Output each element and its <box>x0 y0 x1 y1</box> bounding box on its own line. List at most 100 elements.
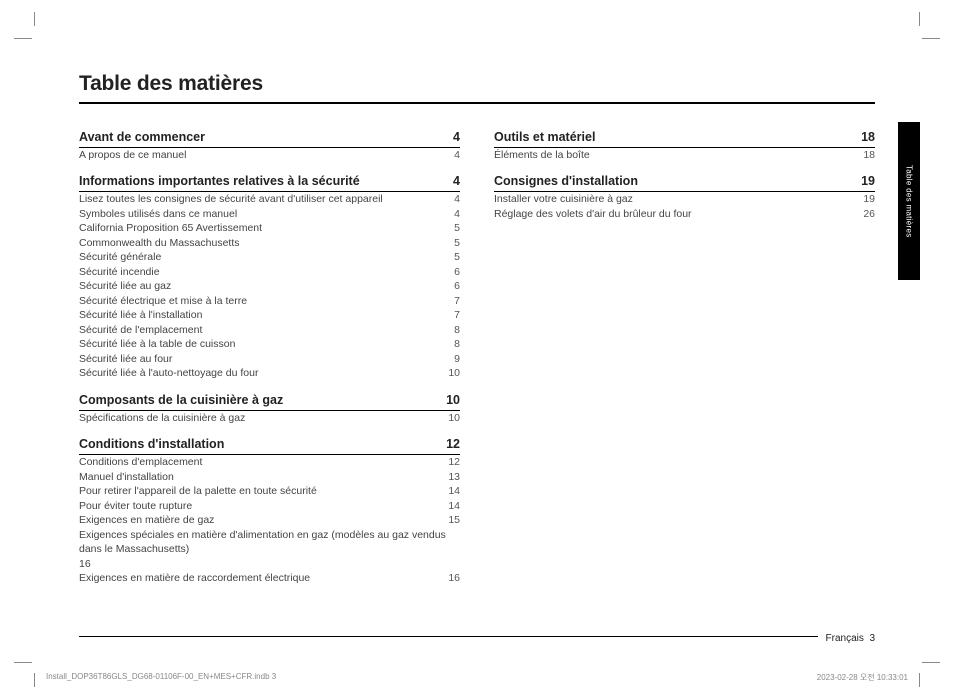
toc-entry-label: Sécurité de l'emplacement <box>79 323 454 337</box>
toc-section-title: Composants de la cuisinière à gaz <box>79 393 283 407</box>
print-job-line: Install_DOP36T86GLS_DG68-01106F-00_EN+ME… <box>46 672 908 683</box>
toc-section-heading: Outils et matériel 18 <box>494 126 875 147</box>
toc-entry-page: 5 <box>454 236 460 250</box>
toc-entry: Sécurité électrique et mise à la terre7 <box>79 294 460 308</box>
toc-entry-page: 9 <box>454 352 460 366</box>
toc-entry-label: A propos de ce manuel <box>79 148 454 162</box>
toc-section-page: 19 <box>861 174 875 188</box>
toc-entry: Spécifications de la cuisinière à gaz10 <box>79 411 460 425</box>
toc-section-heading: Composants de la cuisinière à gaz 10 <box>79 389 460 410</box>
toc-section-title: Conditions d'installation <box>79 437 224 451</box>
toc-entry-label: Sécurité liée à l'installation <box>79 308 454 322</box>
toc-entry: Sécurité liée à l'auto-nettoyage du four… <box>79 366 460 380</box>
toc-entry-label: Spécifications de la cuisinière à gaz <box>79 411 448 425</box>
toc-entry-page: 19 <box>863 192 875 206</box>
print-file: Install_DOP36T86GLS_DG68-01106F-00_EN+ME… <box>46 672 276 683</box>
toc-entry: Sécurité liée au four9 <box>79 352 460 366</box>
toc-entry: Éléments de la boîte18 <box>494 148 875 162</box>
toc-section-page: 10 <box>446 393 460 407</box>
toc-entry: Sécurité liée à l'installation7 <box>79 308 460 322</box>
toc-entry-label: Pour éviter toute rupture <box>79 499 448 513</box>
toc-column-left: Avant de commencer4A propos de ce manuel… <box>79 126 460 594</box>
side-tab: Table des matières <box>898 122 920 280</box>
toc-entry-label: Exigences en matière de gaz <box>79 513 448 527</box>
toc-entry-page: 6 <box>454 279 460 293</box>
toc-entry-label: Sécurité incendie <box>79 265 454 279</box>
spacer <box>79 425 460 433</box>
toc-columns: Avant de commencer4A propos de ce manuel… <box>79 126 875 594</box>
toc-entry: Sécurité liée à la table de cuisson8 <box>79 337 460 351</box>
toc-entry-label: Manuel d'installation <box>79 470 448 484</box>
toc-entry-label: Sécurité liée à la table de cuisson <box>79 337 454 351</box>
toc-entry-page: 6 <box>454 265 460 279</box>
toc-entry: Exigences en matière de gaz15 <box>79 513 460 527</box>
toc-entry-label: Pour retirer l'appareil de la palette en… <box>79 484 448 498</box>
toc-entry: Réglage des volets d'air du brûleur du f… <box>494 207 875 221</box>
toc-entry-page: 18 <box>863 148 875 162</box>
toc-entry-page: 7 <box>454 294 460 308</box>
toc-entry-page: 16 <box>448 571 460 585</box>
crop-mark <box>34 12 35 26</box>
footer-page: 3 <box>869 633 875 644</box>
toc-section-page: 4 <box>453 174 460 188</box>
toc-entry-label: Sécurité liée au gaz <box>79 279 454 293</box>
toc-section-page: 4 <box>453 130 460 144</box>
page-title: Table des matières <box>79 72 875 96</box>
toc-entry-page: 5 <box>454 250 460 264</box>
toc-entry: Installer votre cuisinière à gaz19 <box>494 192 875 206</box>
print-timestamp: 2023-02-28 오전 10:33:01 <box>817 672 908 683</box>
toc-entry: Sécurité de l'emplacement8 <box>79 323 460 337</box>
toc-entry: A propos de ce manuel4 <box>79 148 460 162</box>
toc-section-page: 18 <box>861 130 875 144</box>
toc-entry-page: 4 <box>454 207 460 221</box>
toc-entry-label: Conditions d'emplacement <box>79 455 448 469</box>
toc-column-right: Outils et matériel18Éléments de la boîte… <box>494 126 875 594</box>
toc-entry-page: 4 <box>454 192 460 206</box>
toc-entry: Sécurité liée au gaz6 <box>79 279 460 293</box>
footer-language-page: Français 3 <box>818 633 875 644</box>
title-rule <box>79 102 875 104</box>
toc-entry-page: 15 <box>448 513 460 527</box>
toc-entry-page: 8 <box>454 337 460 351</box>
toc-entry: Symboles utilisés dans ce manuel4 <box>79 207 460 221</box>
toc-entry-label: Exigences en matière de raccordement éle… <box>79 571 448 585</box>
toc-entry-page: 10 <box>448 411 460 425</box>
crop-mark <box>919 673 920 687</box>
spacer <box>79 381 460 389</box>
toc-entry: Sécurité générale5 <box>79 250 460 264</box>
crop-mark <box>922 662 940 663</box>
toc-entry-page: 12 <box>448 455 460 469</box>
toc-entry-page: 7 <box>454 308 460 322</box>
toc-section-heading: Informations importantes relatives à la … <box>79 170 460 191</box>
toc-section-title: Outils et matériel <box>494 130 595 144</box>
toc-entry: Exigences spéciales en matière d'aliment… <box>79 528 460 557</box>
toc-entry-page: 14 <box>448 499 460 513</box>
crop-mark <box>14 38 32 39</box>
toc-entry-label: Sécurité liée à l'auto-nettoyage du four <box>79 366 448 380</box>
footer-rule <box>79 636 839 637</box>
toc-entry-label: Sécurité générale <box>79 250 454 264</box>
toc-section-heading: Conditions d'installation 12 <box>79 433 460 454</box>
toc-entry-page: 10 <box>448 366 460 380</box>
crop-mark <box>14 662 32 663</box>
toc-entry: Lisez toutes les consignes de sécurité a… <box>79 192 460 206</box>
crop-mark <box>922 38 940 39</box>
toc-entry-label: Lisez toutes les consignes de sécurité a… <box>79 192 454 206</box>
toc-entry-label: Installer votre cuisinière à gaz <box>494 192 863 206</box>
toc-section-title: Consignes d'installation <box>494 174 638 188</box>
toc-section-title: Informations importantes relatives à la … <box>79 174 360 188</box>
footer-language: Français <box>826 633 864 644</box>
spacer <box>494 221 875 229</box>
toc-section-page: 12 <box>446 437 460 451</box>
crop-mark <box>34 673 35 687</box>
toc-entry: Commonwealth du Massachusetts5 <box>79 236 460 250</box>
toc-entry-label: California Proposition 65 Avertissement <box>79 221 454 235</box>
toc-entry: Conditions d'emplacement12 <box>79 455 460 469</box>
toc-entry-label: Sécurité électrique et mise à la terre <box>79 294 454 308</box>
toc-entry: Exigences en matière de raccordement éle… <box>79 571 460 585</box>
toc-entry: Sécurité incendie6 <box>79 265 460 279</box>
toc-entry-page: 14 <box>448 484 460 498</box>
toc-entry-page: 13 <box>448 470 460 484</box>
spacer <box>79 586 460 594</box>
toc-entry: California Proposition 65 Avertissement5 <box>79 221 460 235</box>
